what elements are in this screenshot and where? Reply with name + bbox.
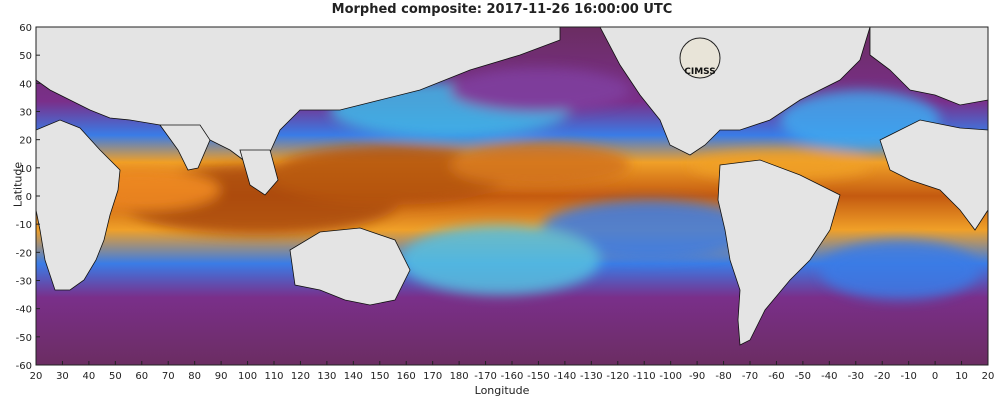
x-tick-label: -170 [474,371,497,382]
africa [36,119,121,291]
y-axis-label: Latitude [11,161,25,208]
x-tick-label: 40 [83,371,96,382]
y-tick-label: 10 [19,164,32,175]
y-tick-label: -20 [16,248,32,259]
north-america [599,27,871,156]
x-tick-label: 80 [188,371,201,382]
map-title: Morphed composite: 2017-11-26 16:00:00 U… [331,2,673,17]
x-axis-label: Longitude [474,384,530,397]
y-tick-label: 60 [19,23,32,34]
x-tick-label: 120 [291,371,310,382]
x-tick-label: -80 [715,371,731,382]
y-tick-label: 20 [19,136,32,147]
southeast-asia [239,149,279,196]
x-tick-label: 140 [344,371,363,382]
x-tick-label: 30 [56,371,69,382]
x-tick-label: 100 [238,371,257,382]
india [159,124,211,171]
x-tick-label: 150 [370,371,389,382]
y-tick-label: -30 [16,277,32,288]
x-tick-label: 60 [135,371,148,382]
x-tick-label: 180 [450,371,469,382]
y-tick-label: 40 [19,79,32,90]
x-tick-label: -10 [900,371,916,382]
y-tick-label: -40 [16,305,32,316]
y-tick-label: -60 [16,361,32,372]
x-tick-label: 70 [162,371,175,382]
x-tick-label: 160 [397,371,416,382]
x-tick-label: -150 [527,371,550,382]
x-tick-label: 130 [317,371,336,382]
x-tick-label: -20 [874,371,890,382]
x-tick-label: 170 [423,371,442,382]
x-tick-label: 90 [215,371,228,382]
x-tick-label: -90 [689,371,705,382]
x-tick-label: 10 [955,371,968,382]
europe [869,27,988,106]
australia [289,227,411,306]
x-tick-label: 50 [109,371,122,382]
x-tick-label: 20 [982,371,995,382]
y-tick-label: -50 [16,333,32,344]
south-america [717,159,841,346]
x-axis-ticks: 20 30 40 50 60 70 80 90 100 110 120 130 140 150 160 170… [30,361,995,382]
x-tick-label: -160 [501,371,524,382]
x-tick-label: -70 [742,371,758,382]
x-tick-label: -110 [633,371,656,382]
x-tick-label: -60 [768,371,784,382]
x-tick-label: -30 [848,371,864,382]
y-tick-label: 50 [19,51,32,62]
logo-cimss: CIMSS [679,37,721,79]
logo-text: CIMSS [684,67,715,77]
x-tick-label: -120 [606,371,629,382]
x-tick-label: -40 [821,371,837,382]
y-tick-label: 0 [26,192,32,203]
x-tick-label: -130 [580,371,603,382]
africa-west [879,119,988,231]
x-tick-label: -140 [554,371,577,382]
x-tick-label: 0 [932,371,938,382]
y-axis-ticks: 60 50 40 30 20 10 0 -10 -20 -30 -40 -50 -60 [16,23,40,372]
x-tick-label: 110 [264,371,283,382]
x-tick-label: -50 [795,371,811,382]
y-tick-label: 30 [19,108,32,119]
y-tick-label: -10 [16,220,32,231]
x-tick-label: -100 [659,371,682,382]
land-masses [36,27,988,346]
x-tick-label: 20 [30,371,43,382]
